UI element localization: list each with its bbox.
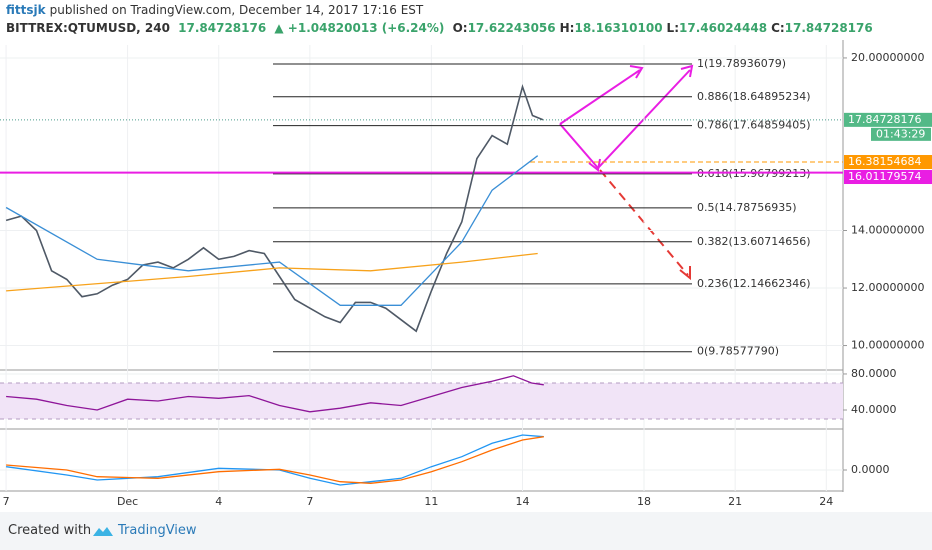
fib-label: 1(19.78936079)	[697, 57, 786, 70]
header-line-1: fittsjk published on TradingView.com, Dec…	[6, 3, 427, 17]
last-price: 17.84728176	[178, 21, 267, 35]
fib-label: 0(9.78577790)	[697, 345, 779, 358]
arrow-head	[629, 65, 644, 79]
ohlc-value: 17.62243056	[467, 21, 556, 35]
logo	[93, 527, 113, 536]
arrow	[559, 69, 691, 170]
chart: 7 Dec 4 7 11 14 18 21 24 20.00000000 14.00000000 12…	[0, 40, 932, 508]
x-tick-label: 7	[3, 495, 10, 508]
brand[interactable]: TradingView	[118, 523, 197, 538]
series-line	[6, 252, 538, 292]
x-tick-label: 24	[819, 495, 833, 508]
series-line	[6, 434, 544, 486]
rsi-band	[0, 382, 843, 419]
footer: Created with TradingView	[0, 512, 932, 550]
published: published on TradingView.com, December 1…	[49, 3, 424, 17]
y-tick-label: 12.00000000	[851, 281, 924, 294]
fib-label: 0.886(18.64895234)	[697, 90, 811, 103]
price-label-box	[844, 112, 932, 127]
series-line	[6, 375, 544, 413]
x-tick-label: Dec	[117, 495, 138, 508]
series-line	[6, 436, 544, 484]
arrow-head	[680, 64, 694, 78]
x-tick-label: 11	[424, 495, 438, 508]
fib-label: 0.786(17.64859405)	[697, 119, 811, 132]
created-with: Created with	[8, 523, 92, 538]
price-label: 17.84728176	[848, 113, 921, 126]
ohlc-key: H:	[559, 21, 575, 35]
header-line-2: BITTREX:QTUMUSD, 240 17.84728176 ▲ +1.04…	[6, 21, 881, 35]
ohlc-value: 17.84728176	[784, 21, 873, 35]
change: ▲ +1.04820013 (+6.24%)	[274, 21, 445, 35]
x-tick-label: 18	[637, 495, 651, 508]
arrow-head	[588, 158, 601, 172]
y-tick-label: 20.00000000	[851, 51, 924, 64]
ohlc-value: 17.46024448	[679, 21, 768, 35]
price-label-box	[844, 170, 932, 185]
x-tick-label: 7	[306, 495, 313, 508]
series-line	[5, 155, 539, 306]
y-tick-label: 40.0000	[851, 403, 897, 416]
ohlc-key: L:	[666, 21, 679, 35]
y-tick-label: 80.0000	[851, 367, 897, 380]
timer-box	[871, 127, 931, 141]
fib-label: 0.236(12.14662346)	[697, 277, 811, 290]
price-label: 16.38154684	[848, 155, 921, 168]
series-line	[5, 83, 544, 333]
arrow-head	[679, 266, 691, 281]
x-tick-label: 21	[728, 495, 742, 508]
symbol: BITTREX:QTUMUSD, 240	[6, 21, 170, 35]
y-tick-label: 10.00000000	[851, 339, 924, 352]
ohlc-value: 18.16310100	[574, 21, 663, 35]
timer: 01:43:29	[876, 127, 925, 140]
ohlc-key: O:	[452, 21, 468, 35]
y-tick-label: 0.0000	[851, 463, 890, 476]
x-tick-label: 4	[215, 495, 222, 508]
price-label: 16.01179574	[848, 170, 921, 183]
ohlc-key: C:	[771, 21, 785, 35]
fib-label: 0.5(14.78756935)	[697, 201, 797, 214]
x-tick-label: 14	[516, 495, 530, 508]
y-tick-label: 14.00000000	[851, 224, 924, 237]
price-label-box	[844, 155, 932, 170]
author: fittsjk	[6, 3, 46, 17]
ohlc: O:17.62243056 H:18.16310100 L:17.46024448 C…	[453, 21, 877, 35]
fib-label: 0.382(13.60714656)	[697, 235, 811, 248]
